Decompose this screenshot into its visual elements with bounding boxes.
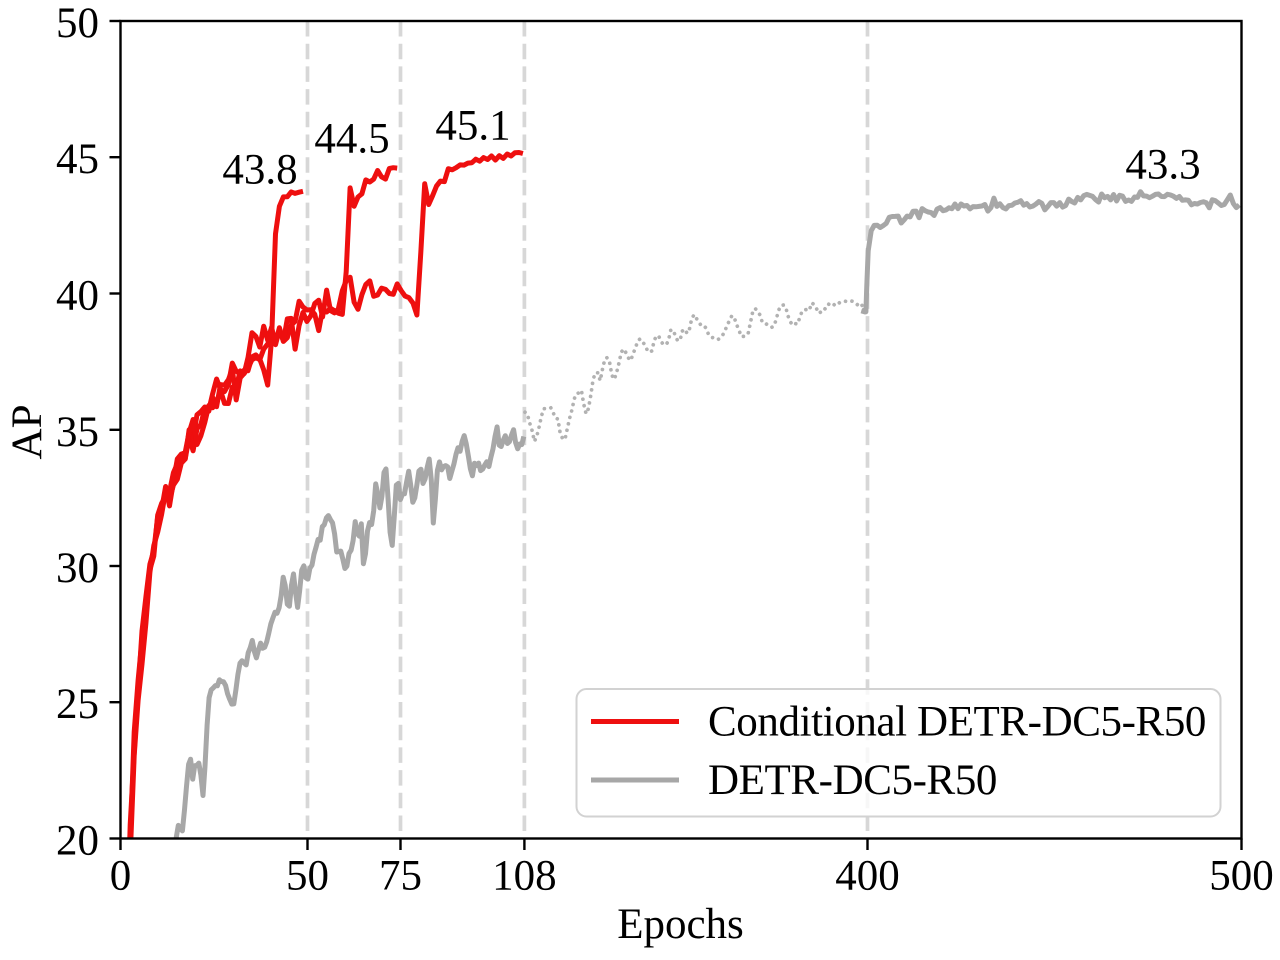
svg-text:75: 75	[379, 853, 422, 900]
svg-text:400: 400	[835, 853, 900, 900]
svg-text:45: 45	[56, 136, 99, 183]
svg-text:50: 50	[286, 853, 329, 900]
svg-text:DETR-DC5-R50: DETR-DC5-R50	[708, 757, 997, 804]
svg-text:30: 30	[56, 545, 99, 592]
svg-text:44.5: 44.5	[314, 116, 389, 163]
svg-text:25: 25	[56, 681, 99, 728]
svg-text:40: 40	[56, 273, 99, 320]
svg-text:20: 20	[56, 818, 99, 865]
svg-text:35: 35	[56, 409, 99, 456]
svg-text:Epochs: Epochs	[617, 901, 744, 948]
svg-text:AP: AP	[4, 405, 51, 460]
svg-text:43.8: 43.8	[222, 147, 297, 194]
svg-text:108: 108	[492, 853, 557, 900]
svg-text:43.3: 43.3	[1125, 142, 1200, 189]
svg-text:Conditional DETR-DC5-R50: Conditional DETR-DC5-R50	[708, 699, 1206, 746]
svg-text:500: 500	[1209, 853, 1274, 900]
svg-text:50: 50	[56, 0, 99, 47]
svg-text:45.1: 45.1	[435, 103, 510, 150]
svg-text:0: 0	[110, 853, 132, 900]
